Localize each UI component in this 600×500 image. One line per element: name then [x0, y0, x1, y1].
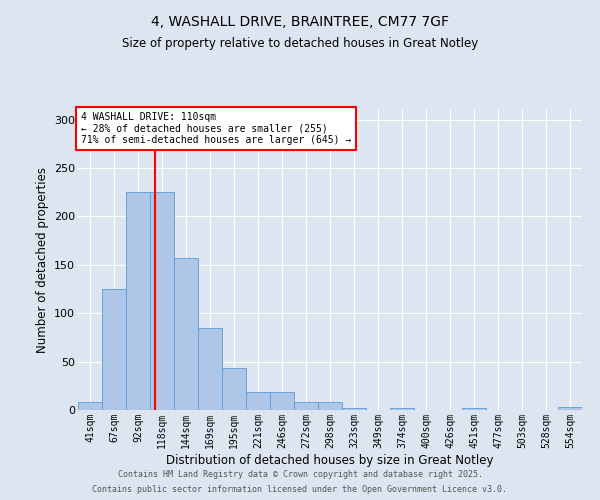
Text: 4 WASHALL DRIVE: 110sqm
← 28% of detached houses are smaller (255)
71% of semi-d: 4 WASHALL DRIVE: 110sqm ← 28% of detache… [80, 112, 351, 144]
Bar [222, 368, 246, 410]
Bar [78, 402, 102, 410]
Y-axis label: Number of detached properties: Number of detached properties [35, 167, 49, 353]
Text: 4, WASHALL DRIVE, BRAINTREE, CM77 7GF: 4, WASHALL DRIVE, BRAINTREE, CM77 7GF [151, 15, 449, 29]
Bar [342, 408, 366, 410]
Bar [198, 328, 222, 410]
Bar [558, 407, 582, 410]
Text: Contains HM Land Registry data © Crown copyright and database right 2025.: Contains HM Land Registry data © Crown c… [118, 470, 482, 479]
Bar [390, 408, 414, 410]
Bar [126, 192, 150, 410]
Bar [318, 402, 342, 410]
Bar [102, 289, 126, 410]
Bar [294, 402, 318, 410]
X-axis label: Distribution of detached houses by size in Great Notley: Distribution of detached houses by size … [166, 454, 494, 466]
Bar [246, 392, 270, 410]
Text: Size of property relative to detached houses in Great Notley: Size of property relative to detached ho… [122, 38, 478, 51]
Bar [174, 258, 198, 410]
Bar [462, 408, 486, 410]
Text: Contains public sector information licensed under the Open Government Licence v3: Contains public sector information licen… [92, 485, 508, 494]
Bar [150, 192, 174, 410]
Bar [270, 392, 294, 410]
